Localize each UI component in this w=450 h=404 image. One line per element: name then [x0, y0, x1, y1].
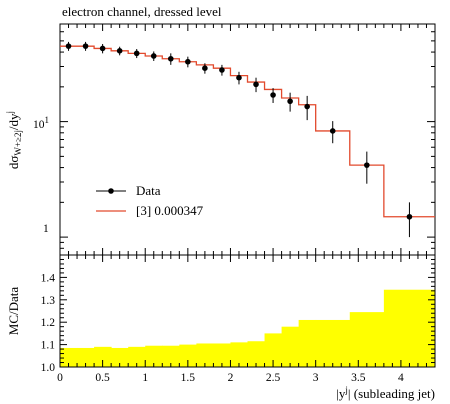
ylabel-main-prefix: dσ — [6, 156, 21, 170]
x-tick-label: 0.5 — [95, 372, 110, 384]
data-marker — [364, 162, 370, 168]
data-marker — [82, 43, 89, 49]
ratio-y-tick-label: 1.0 — [41, 362, 56, 374]
ratio-y-tick-label: 1.1 — [41, 340, 56, 352]
ratio-band-bin — [162, 345, 180, 367]
x-tick-label: 3.5 — [351, 372, 366, 384]
y-axis-label-main: dσW+≥2j/dyj — [5, 111, 23, 169]
chart-title: electron channel, dressed level — [62, 4, 222, 19]
data-marker — [133, 50, 140, 57]
data-point — [406, 202, 413, 238]
data-point — [219, 64, 225, 76]
ratio-band-bin — [349, 312, 385, 367]
xlabel-prefix: |y — [336, 386, 346, 401]
data-marker — [150, 53, 157, 59]
data-marker — [406, 213, 413, 220]
ylabel-main-mid: /dy — [6, 113, 21, 130]
ratio-band-bin — [383, 289, 436, 367]
ratio-band-bin — [298, 319, 317, 367]
y-tick-label-1: 1 — [43, 223, 49, 235]
x-tick-label: 3 — [313, 372, 319, 384]
data-point — [253, 77, 259, 93]
x-tick-label: 1 — [142, 372, 148, 384]
x-tick-label: 2 — [228, 372, 234, 384]
data-point — [304, 95, 310, 121]
ratio-band-bin — [179, 344, 197, 367]
data-marker — [185, 58, 191, 65]
data-points — [65, 41, 413, 238]
ratio-ticks — [60, 255, 435, 368]
ratio-band-bin — [264, 333, 283, 367]
ratio-band-bin — [60, 347, 78, 367]
y-tick-label-10-base: 10 — [33, 119, 45, 131]
ratio-band-bin — [111, 347, 129, 367]
data-point — [150, 51, 157, 61]
ylabel-main-sub: W+≥2j — [13, 130, 23, 156]
x-axis-label: |yj| (subleading jet) — [336, 385, 435, 401]
ratio-y-tick-label: 1.3 — [41, 295, 56, 307]
xlabel-suffix: | (subleading jet) — [348, 386, 435, 401]
x-tick-labels: 0 0.5 1 1.5 2 2.5 3 3.5 4 — [57, 372, 404, 384]
ratio-band-bin — [213, 343, 231, 367]
legend: Data [3] 0.000347 — [96, 183, 204, 218]
x-tick-label: 1.5 — [181, 372, 196, 384]
data-point — [133, 49, 140, 59]
data-marker — [116, 48, 123, 54]
data-marker — [99, 45, 106, 52]
legend-data-label: Data — [136, 183, 161, 198]
ratio-band-bin — [315, 319, 351, 367]
data-marker — [270, 92, 276, 98]
data-point — [364, 151, 370, 184]
ratio-band-bin — [247, 341, 266, 367]
data-marker — [202, 65, 208, 72]
data-point — [65, 41, 72, 51]
data-marker — [65, 43, 72, 49]
mc-step-path — [60, 45, 435, 218]
ratio-y-tick-labels: 1.0 1.1 1.2 1.3 1.4 — [41, 272, 56, 374]
ratio-y-tick-label: 1.4 — [41, 272, 56, 284]
x-tick-label: 4 — [398, 372, 404, 384]
data-marker — [219, 67, 225, 73]
ratio-y-tick-label: 1.2 — [41, 317, 56, 329]
ratio-panel: 1.0 1.1 1.2 1.3 1.4 0 0.5 1 1.5 2 2.5 3 3.5 4 MC/Dat… — [6, 254, 436, 401]
ylabel-main-sup: j — [5, 111, 15, 115]
data-point — [202, 63, 208, 74]
data-marker — [329, 128, 336, 134]
data-point — [167, 53, 174, 65]
data-point — [270, 88, 276, 103]
data-marker — [236, 74, 242, 81]
legend-mc-label: [3] 0.000347 — [136, 203, 204, 218]
y-axis-label-ratio: MC/Data — [6, 287, 21, 336]
data-marker — [167, 55, 174, 62]
data-marker — [287, 98, 293, 105]
main-ticks — [60, 23, 435, 256]
x-tick-label: 0 — [57, 372, 63, 384]
ratio-band-bin — [94, 346, 112, 367]
legend-data-marker — [108, 188, 114, 194]
ratio-band-bin — [230, 342, 248, 367]
data-point — [287, 92, 293, 112]
ratio-band-bin — [77, 347, 95, 367]
data-point — [236, 71, 242, 85]
y-tick-label-10: 101 — [33, 115, 49, 131]
main-plot-frame — [59, 23, 436, 256]
ratio-band-bin — [145, 345, 163, 367]
ratio-band-bin — [128, 346, 146, 367]
xlabel-sup: j — [344, 385, 348, 395]
data-point — [185, 56, 191, 68]
mc-step-line — [60, 45, 435, 218]
data-marker — [253, 81, 259, 88]
ratio-band-bin — [281, 326, 300, 367]
y-tick-label-10-exp: 1 — [45, 115, 50, 125]
data-point — [99, 43, 106, 54]
ratio-band-bin — [196, 343, 214, 367]
x-tick-label: 2.5 — [266, 372, 281, 384]
ratio-band — [60, 289, 436, 367]
data-marker — [304, 103, 310, 110]
data-point — [82, 41, 89, 51]
main-panel: 1 101 dσW+≥2j/dyj Data [3] 0.000347 — [5, 23, 436, 256]
data-point — [116, 46, 123, 56]
data-point — [329, 121, 336, 144]
